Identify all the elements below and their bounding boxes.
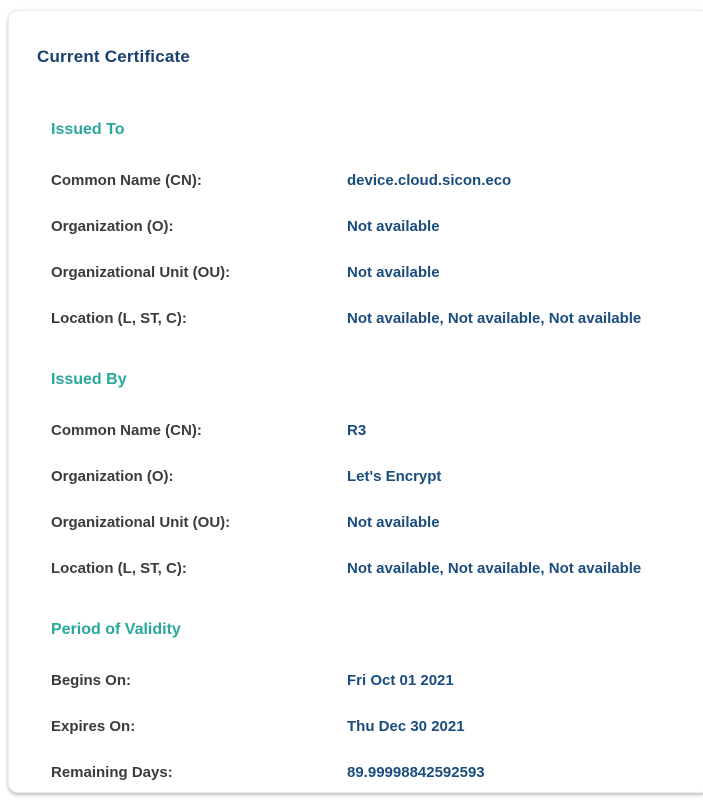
cert-row-common-name: Common Name (CN): device.cloud.sicon.eco xyxy=(51,171,681,190)
section-heading-issued-to: Issued To xyxy=(51,121,125,138)
row-label: Remaining Days: xyxy=(51,764,173,781)
row-label: Organizational Unit (OU): xyxy=(51,514,231,531)
row-value: Not available, Not available, Not availa… xyxy=(347,310,642,327)
section-issued-by: Issued By Common Name (CN): R3 Organizat… xyxy=(51,370,681,578)
cert-row-begins-on: Begins On: Fri Oct 01 2021 xyxy=(51,671,681,690)
row-value: Fri Oct 01 2021 xyxy=(347,672,454,689)
section-heading-period-of-validity: Period of Validity xyxy=(51,621,181,638)
row-label: Location (L, ST, C): xyxy=(51,310,187,327)
cert-row-expires-on: Expires On: Thu Dec 30 2021 xyxy=(51,717,681,736)
cert-row-common-name: Common Name (CN): R3 xyxy=(51,421,681,440)
row-label: Common Name (CN): xyxy=(51,422,202,439)
row-value: Thu Dec 30 2021 xyxy=(347,718,465,735)
row-value: Not available, Not available, Not availa… xyxy=(347,560,642,577)
row-label: Organization (O): xyxy=(51,468,174,485)
cert-row-organizational-unit: Organizational Unit (OU): Not available xyxy=(51,513,681,532)
section-heading-issued-by: Issued By xyxy=(51,371,127,388)
row-value: R3 xyxy=(347,422,367,439)
row-label: Organizational Unit (OU): xyxy=(51,264,231,281)
page-title: Current Certificate xyxy=(37,47,191,66)
row-label: Organization (O): xyxy=(51,218,174,235)
row-value: 89.99998842592593 xyxy=(347,764,485,781)
row-value: Not available xyxy=(347,514,440,531)
row-label: Begins On: xyxy=(51,672,132,689)
row-value: device.cloud.sicon.eco xyxy=(347,172,512,189)
cert-row-remaining-days: Remaining Days: 89.99998842592593 xyxy=(51,763,681,782)
cert-row-location: Location (L, ST, C): Not available, Not … xyxy=(51,309,681,328)
cert-row-organization: Organization (O): Let's Encrypt xyxy=(51,467,681,486)
section-issued-to: Issued To Common Name (CN): device.cloud… xyxy=(51,120,681,328)
row-label: Expires On: xyxy=(51,718,136,735)
cert-row-location: Location (L, ST, C): Not available, Not … xyxy=(51,559,681,578)
cert-row-organizational-unit: Organizational Unit (OU): Not available xyxy=(51,263,681,282)
row-value: Not available xyxy=(347,264,440,281)
row-label: Location (L, ST, C): xyxy=(51,560,187,577)
row-label: Common Name (CN): xyxy=(51,172,202,189)
section-period-of-validity: Period of Validity Begins On: Fri Oct 01… xyxy=(51,620,681,782)
cert-row-organization: Organization (O): Not available xyxy=(51,217,681,236)
certificate-card: Current Certificate Issued To Common Nam… xyxy=(8,10,703,793)
row-value: Let's Encrypt xyxy=(347,468,442,485)
row-value: Not available xyxy=(347,218,440,235)
